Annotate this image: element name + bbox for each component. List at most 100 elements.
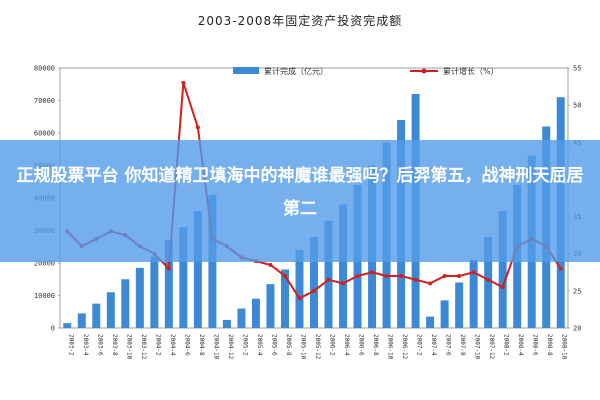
bar <box>135 267 144 328</box>
line-point <box>370 270 375 275</box>
bar <box>339 204 348 328</box>
line-point <box>195 125 200 130</box>
chart-title: 2003-2008年固定资产投资完成额 <box>197 14 403 28</box>
line-point <box>297 296 302 301</box>
legend-line-marker <box>421 68 427 74</box>
bar <box>426 316 435 328</box>
bar <box>484 237 493 328</box>
bar <box>440 300 449 328</box>
x-tick-label: 2006-6 <box>358 334 365 356</box>
line-point <box>442 274 447 278</box>
legend-line-label: 累计增长（%） <box>443 66 499 76</box>
x-tick-label: 2004-12 <box>227 334 234 360</box>
x-tick-label: 2008-2 <box>503 334 510 356</box>
bar <box>150 256 159 328</box>
right-tick-label: 20 <box>573 325 581 333</box>
line-point <box>282 274 287 278</box>
x-tick-label: 2004-2 <box>154 334 161 356</box>
x-tick-label: 2005-6 <box>270 334 277 356</box>
bar <box>164 240 173 328</box>
line-point <box>457 274 462 278</box>
right-tick-label: 50 <box>573 102 581 110</box>
bar <box>77 313 86 328</box>
x-tick-label: 2003-2 <box>67 334 74 356</box>
x-tick-label: 2007-2 <box>416 334 423 356</box>
x-tick-label: 2008-10 <box>561 334 568 360</box>
legend-bar-swatch <box>233 67 259 74</box>
bar <box>251 298 260 328</box>
bar <box>179 227 188 328</box>
left-tick-label: 60000 <box>34 130 55 138</box>
bar <box>324 220 333 328</box>
x-tick-label: 2006-4 <box>343 334 350 356</box>
x-tick-label: 2003-8 <box>111 334 118 356</box>
overlay-banner <box>0 140 600 262</box>
bar <box>310 237 318 328</box>
bar <box>280 269 289 328</box>
bar <box>193 211 202 328</box>
right-tick-label: 25 <box>573 287 581 295</box>
x-tick-label: 2004-10 <box>212 334 219 360</box>
line-point <box>355 274 360 278</box>
x-tick-label: 2003-10 <box>125 334 132 360</box>
legend: 累计完成（亿元） 累计增长（%） <box>233 66 499 76</box>
left-tick-label: 20000 <box>34 260 55 268</box>
line-point <box>471 270 476 275</box>
bar <box>455 282 464 328</box>
x-tick-label: 2007-6 <box>445 334 452 356</box>
line-point <box>500 285 505 290</box>
x-axis: 2003-2 2003-4 2003-6 2003-8 2003-10 2003-12 20… <box>67 334 567 360</box>
x-tick-label: 2005-10 <box>299 334 306 360</box>
x-tick-label: 2005-12 <box>314 334 321 360</box>
x-tick-label: 2006-12 <box>401 334 408 360</box>
left-tick-label: 10000 <box>34 292 55 300</box>
x-tick-label: 2004-6 <box>183 334 190 356</box>
legend-bar-label: 累计完成（亿元） <box>264 66 328 76</box>
line-point <box>486 277 491 282</box>
line-point <box>384 274 389 278</box>
line-point <box>428 281 433 286</box>
bar <box>106 292 115 328</box>
line-point <box>181 80 186 85</box>
x-tick-label: 2006-2 <box>329 334 336 356</box>
x-tick-label: 2007-10 <box>474 334 481 360</box>
x-tick-label: 2008-8 <box>546 334 553 356</box>
x-tick-label: 2003-4 <box>82 334 89 356</box>
bar <box>222 319 231 328</box>
x-tick-label: 2006-8 <box>372 334 379 356</box>
left-tick-label: 80000 <box>34 65 55 73</box>
x-tick-label: 2004-4 <box>169 334 176 356</box>
overlay-banner-text: 正规股票平台 你知道精卫填海中的神魔谁最强吗？后羿第五，战神刑天屈居第二 <box>16 166 584 219</box>
x-tick-label: 2007-8 <box>459 334 466 356</box>
bar <box>498 211 507 328</box>
line-point <box>413 277 418 282</box>
bar <box>92 303 101 328</box>
bar <box>295 250 304 328</box>
line-point <box>326 277 331 282</box>
bar <box>121 279 130 328</box>
bar <box>63 323 72 328</box>
bar <box>469 259 478 328</box>
x-tick-label: 2005-2 <box>241 334 248 356</box>
x-tick-label: 2003-12 <box>140 334 147 360</box>
x-tick-label: 2006-10 <box>387 334 394 360</box>
line-point <box>312 288 316 293</box>
x-tick-label: 2008-4 <box>517 334 524 356</box>
bar <box>237 308 246 328</box>
right-tick-label: 55 <box>573 65 581 73</box>
left-tick-label: 70000 <box>34 97 55 105</box>
x-tick-label: 2005-4 <box>256 334 263 356</box>
line-point <box>341 281 346 286</box>
x-tick-label: 2007-4 <box>430 334 437 356</box>
bar <box>266 284 275 328</box>
x-tick-label: 2003-6 <box>96 334 103 356</box>
x-tick-label: 2005-8 <box>285 334 292 356</box>
line-point <box>166 266 171 271</box>
left-tick-label: 0 <box>51 325 55 333</box>
x-tick-label: 2008-6 <box>532 334 539 356</box>
x-tick-label: 2004-8 <box>198 334 205 356</box>
line-point <box>268 262 273 267</box>
line-point <box>399 274 404 278</box>
x-tick-label: 2007-12 <box>488 334 495 360</box>
line-point <box>558 266 563 271</box>
